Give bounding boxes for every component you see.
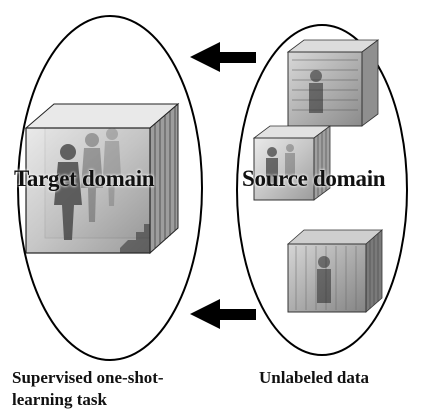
right-caption: Unlabeled data	[259, 368, 370, 387]
source-video-volume-icon	[286, 229, 384, 313]
source-domain-label: Source domain	[242, 166, 386, 191]
source-domain-ellipse	[236, 24, 408, 356]
target-domain-ellipse	[17, 15, 203, 361]
source-video-volume-icon	[252, 125, 332, 201]
left-caption-line2: learning task	[12, 390, 107, 409]
arrow-left-icon	[190, 299, 256, 329]
left-caption-line1: Supervised one-shot-	[12, 368, 164, 387]
source-video-volume-icon	[286, 39, 380, 127]
target-domain-label: Target domain	[14, 166, 155, 191]
target-video-volume-icon	[24, 102, 180, 255]
left-caption: Supervised one-shot- learning task	[12, 367, 232, 411]
arrow-left-icon	[190, 42, 256, 72]
